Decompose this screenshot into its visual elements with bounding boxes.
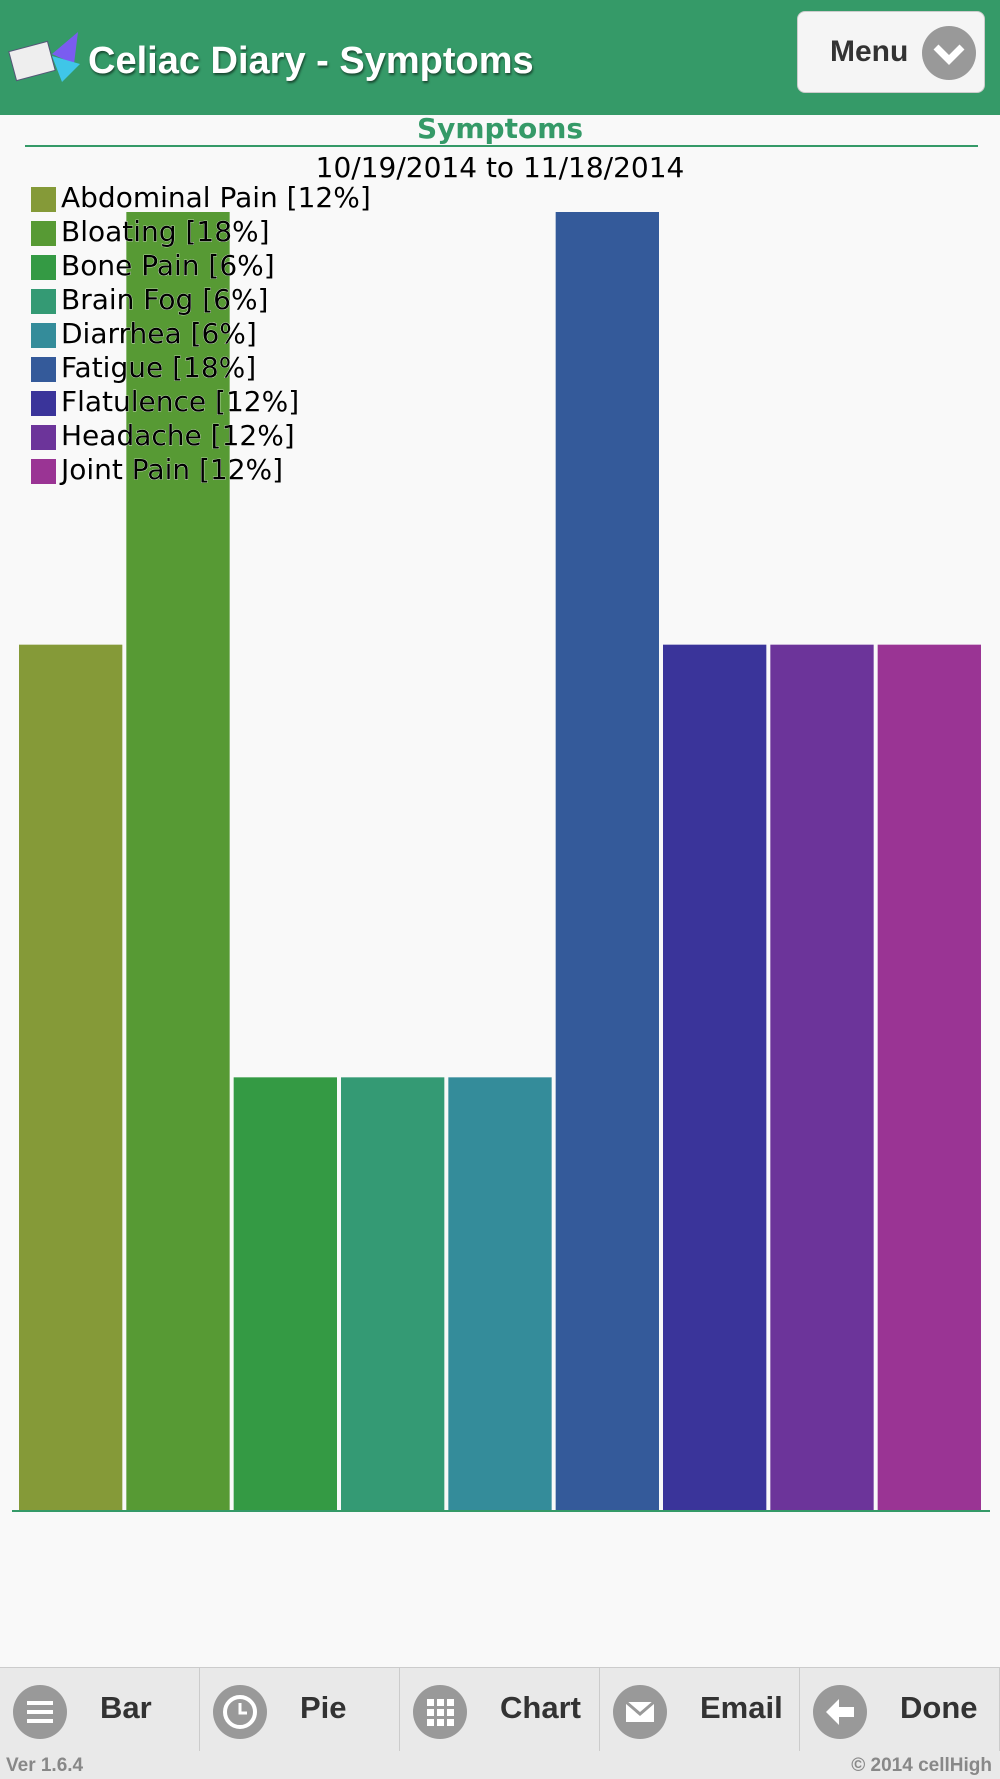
- bar: [448, 1077, 552, 1510]
- legend-swatch: [31, 391, 56, 416]
- tab-icon: [613, 1685, 667, 1739]
- tab-label: Email: [700, 1690, 783, 1725]
- chart-title: Symptoms: [417, 115, 583, 145]
- tab-button[interactable]: Bar: [0, 1668, 200, 1751]
- legend-label: Diarrhea [6%]: [61, 317, 257, 350]
- header: Celiac Diary - Symptoms Menu: [0, 0, 1000, 115]
- legend-swatch: [31, 221, 56, 246]
- tab-label: Done: [900, 1690, 978, 1725]
- bar: [341, 1077, 445, 1510]
- tab-icon: [813, 1685, 867, 1739]
- tab-label: Chart: [500, 1690, 581, 1725]
- menu-button[interactable]: Menu: [797, 11, 985, 93]
- legend-label: Flatulence [12%]: [61, 385, 299, 418]
- legend-label: Headache [12%]: [61, 419, 295, 452]
- legend-label: Bloating [18%]: [61, 215, 270, 248]
- chart-subtitle: 10/19/2014 to 11/18/2014: [316, 151, 685, 184]
- tab-label: Pie: [300, 1690, 347, 1725]
- bar: [877, 644, 981, 1510]
- legend-label: Abdominal Pain [12%]: [61, 181, 371, 214]
- legend-swatch: [31, 255, 56, 280]
- tab-icon: [413, 1685, 467, 1739]
- menu-icon: [922, 26, 976, 80]
- legend-swatch: [31, 289, 56, 314]
- tab-button[interactable]: Done: [800, 1668, 1000, 1751]
- tab-icon: [13, 1685, 67, 1739]
- legend-swatch: [31, 187, 56, 212]
- app-icon: [8, 32, 80, 82]
- tab-label: Bar: [100, 1690, 152, 1725]
- app-title: Celiac Diary - Symptoms: [88, 40, 534, 82]
- bars: [19, 212, 981, 1510]
- tab-button[interactable]: Email: [600, 1668, 800, 1751]
- legend-label: Fatigue [18%]: [61, 351, 256, 384]
- copyright: © 2014 cellHigh: [851, 1755, 992, 1776]
- chart: Symptoms 10/19/2014 to 11/18/2014 Abdomi…: [12, 115, 990, 1512]
- legend-swatch: [31, 323, 56, 348]
- bar: [770, 644, 874, 1510]
- tab-button[interactable]: Chart: [400, 1668, 600, 1751]
- bar: [19, 644, 123, 1510]
- legend-swatch: [31, 425, 56, 450]
- legend-swatch: [31, 459, 56, 484]
- bar: [555, 212, 659, 1510]
- footer: Bar Pie Chart Email Done Ver 1.6.4 © 2014 cell…: [0, 1667, 1000, 1779]
- tab-button[interactable]: Pie: [200, 1668, 400, 1751]
- legend-label: Bone Pain [6%]: [61, 249, 275, 282]
- legend: Abdominal Pain [12%]Bloating [18%]Bone P…: [31, 181, 371, 486]
- bar: [233, 1077, 337, 1510]
- tab-icon: [213, 1685, 267, 1739]
- legend-label: Joint Pain [12%]: [59, 453, 283, 486]
- legend-label: Brain Fog [6%]: [61, 283, 268, 316]
- menu-label: Menu: [830, 35, 909, 68]
- bar: [663, 644, 767, 1510]
- bar: [126, 212, 230, 1510]
- version: Ver 1.6.4: [6, 1755, 84, 1776]
- legend-swatch: [31, 357, 56, 382]
